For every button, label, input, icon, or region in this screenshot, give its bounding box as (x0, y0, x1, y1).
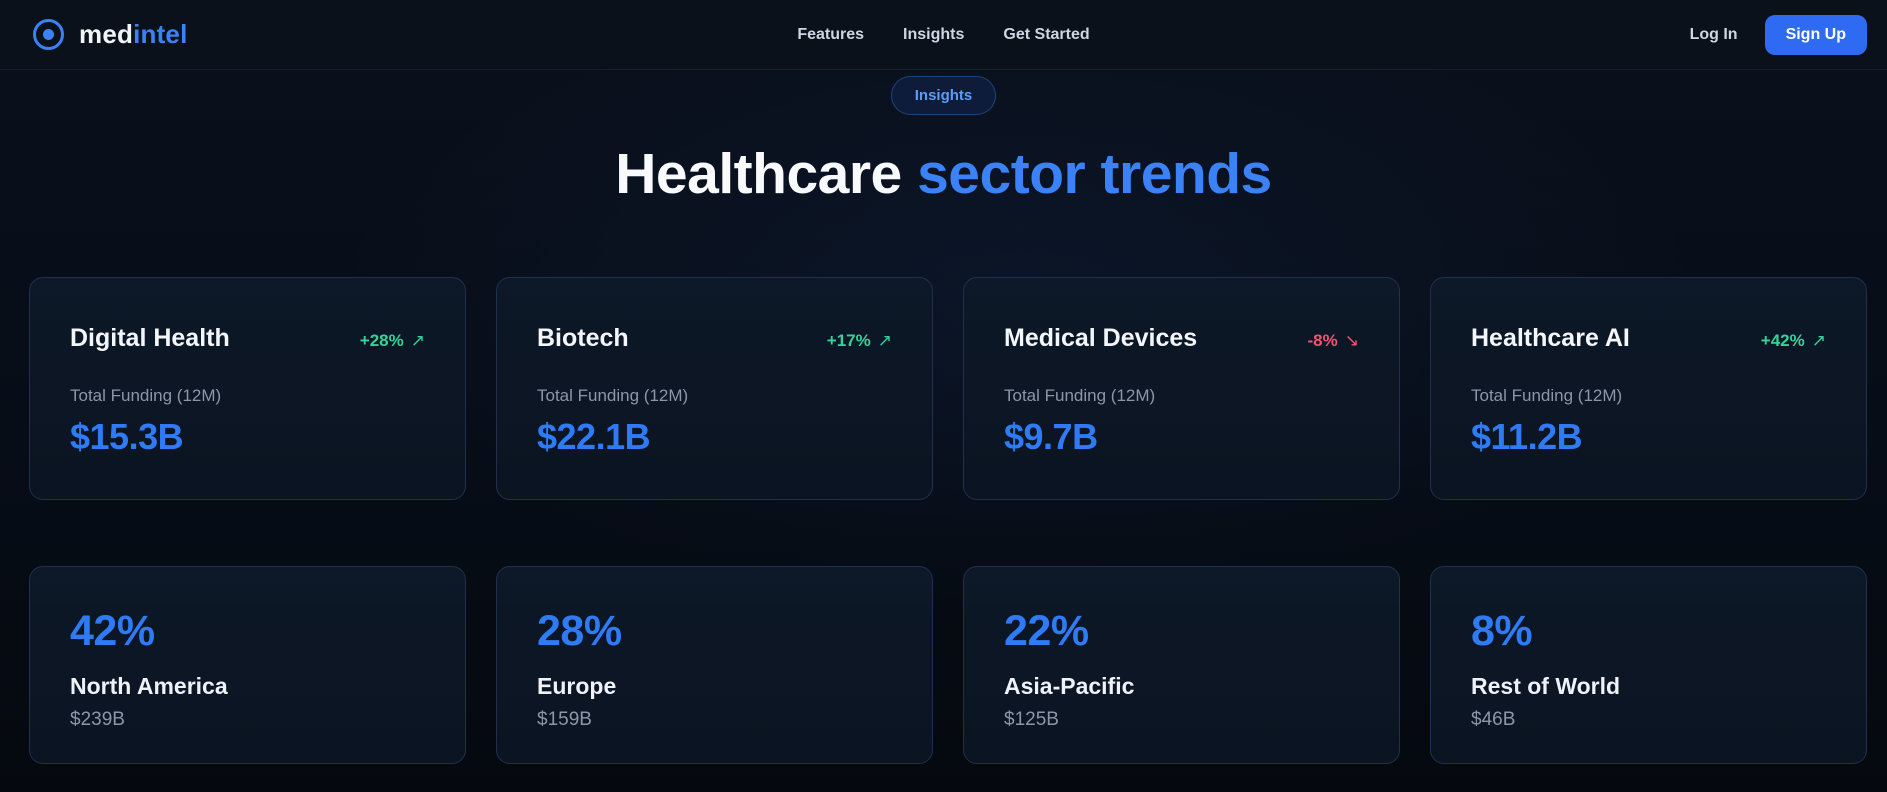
change-value: -8% (1307, 330, 1338, 350)
signup-button[interactable]: Sign Up (1764, 14, 1867, 55)
brand-name-secondary: intel (133, 19, 188, 49)
metric-label: Total Funding (12M) (537, 385, 689, 405)
change-badge: +17% ↗ (827, 331, 892, 351)
badge-row: Insights (0, 76, 1887, 115)
region-card-north-america: 42% North America $239B (29, 565, 466, 764)
region-percent: 28% (537, 606, 622, 655)
region-percent: 42% (70, 606, 155, 655)
sector-name: Digital Health (70, 323, 230, 352)
page-content: Insights Healthcare sector trends Digita… (0, 76, 1887, 764)
metric-value: $11.2B (1471, 415, 1583, 457)
region-amount: $46B (1471, 708, 1516, 730)
region-card-asia-pacific: 22% Asia-Pacific $125B (963, 565, 1400, 764)
region-name: North America (70, 672, 228, 699)
insights-badge: Insights (890, 76, 997, 115)
nav-link-insights[interactable]: Insights (903, 25, 965, 43)
trend-up-icon: ↗ (1811, 330, 1826, 350)
region-name: Asia-Pacific (1004, 672, 1135, 699)
region-amount: $125B (1004, 708, 1059, 730)
region-amount: $239B (70, 708, 125, 730)
sector-name: Healthcare AI (1471, 323, 1630, 352)
metric-value: $15.3B (70, 415, 184, 457)
trend-down-icon: ↘ (1344, 330, 1359, 350)
metric-label: Total Funding (12M) (70, 385, 222, 405)
change-value: +28% (359, 330, 404, 350)
brand-logo[interactable]: medintel (33, 19, 188, 50)
logo-dot-icon (43, 29, 54, 40)
page-title-white: Healthcare (615, 142, 902, 206)
change-value: +42% (1760, 330, 1805, 350)
region-percent: 22% (1004, 606, 1089, 655)
login-link[interactable]: Log In (1689, 25, 1738, 43)
card-header: Medical Devices -8% ↘ (1004, 324, 1359, 353)
change-badge: +42% ↗ (1761, 331, 1826, 351)
region-name: Rest of World (1471, 672, 1621, 699)
region-card-europe: 28% Europe $159B (496, 565, 933, 764)
card-header: Biotech +17% ↗ (537, 324, 892, 353)
sector-card-biotech: Biotech +17% ↗ Total Funding (12M) $22.1B (496, 276, 933, 500)
sector-cards-grid: Digital Health +28% ↗ Total Funding (12M)… (0, 276, 1887, 500)
sector-card-medical-devices: Medical Devices -8% ↘ Total Funding (12M)… (963, 276, 1400, 500)
card-header: Healthcare AI +42% ↗ (1471, 324, 1826, 353)
brand-name: medintel (79, 19, 188, 50)
trend-up-icon: ↗ (410, 330, 425, 350)
page-title: Healthcare sector trends (0, 143, 1887, 206)
sector-name: Biotech (537, 323, 629, 352)
brand-name-primary: med (79, 19, 134, 49)
metric-value: $9.7B (1004, 415, 1098, 457)
nav-right-actions: Log In Sign Up (1689, 14, 1867, 55)
metric-label: Total Funding (12M) (1471, 385, 1623, 405)
nav-link-get-started[interactable]: Get Started (1003, 25, 1090, 43)
region-amount: $159B (537, 708, 592, 730)
main-nav: Features Insights Get Started (797, 0, 1089, 69)
logo-icon (33, 19, 64, 50)
card-header: Digital Health +28% ↗ (70, 324, 425, 353)
sector-card-digital-health: Digital Health +28% ↗ Total Funding (12M)… (29, 276, 466, 500)
region-card-rest-of-world: 8% Rest of World $46B (1430, 565, 1867, 764)
page-title-accent: sector trends (917, 142, 1272, 206)
metric-label: Total Funding (12M) (1004, 385, 1156, 405)
change-badge: -8% ↘ (1308, 331, 1359, 351)
change-badge: +28% ↗ (360, 331, 425, 351)
top-navbar: medintel Features Insights Get Started L… (0, 0, 1887, 70)
region-name: Europe (537, 672, 617, 699)
trend-up-icon: ↗ (877, 330, 892, 350)
change-value: +17% (826, 330, 871, 350)
metric-value: $22.1B (537, 415, 651, 457)
nav-link-features[interactable]: Features (797, 25, 865, 43)
sector-name: Medical Devices (1004, 323, 1198, 352)
region-percent: 8% (1471, 606, 1533, 655)
sector-card-healthcare-ai: Healthcare AI +42% ↗ Total Funding (12M) … (1430, 276, 1867, 500)
region-cards-grid: 42% North America $239B 28% Europe $159B… (0, 565, 1887, 764)
